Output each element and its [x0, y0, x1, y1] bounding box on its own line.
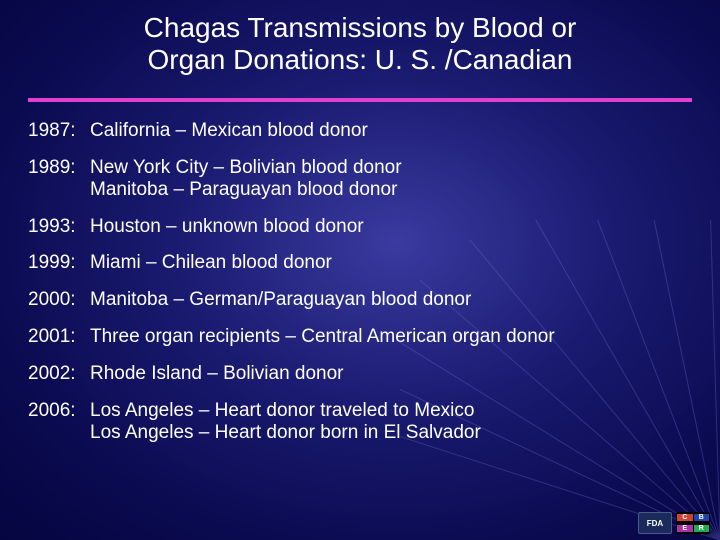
entry-description: Houston – unknown blood donor [90, 216, 692, 238]
entry-row: 2001:Three organ recipients – Central Am… [28, 326, 692, 348]
entry-description: Manitoba – German/Paraguayan blood donor [90, 289, 692, 311]
entry-row: 2000:Manitoba – German/Paraguayan blood … [28, 289, 692, 311]
entry-year: 1999: [28, 252, 90, 274]
entry-year: 2002: [28, 363, 90, 385]
entry-row: 1999:Miami – Chilean blood donor [28, 252, 692, 274]
entry-description: Miami – Chilean blood donor [90, 252, 692, 274]
entry-description: Los Angeles – Heart donor traveled to Me… [90, 400, 692, 444]
title-line-2: Organ Donations: U. S. /Canadian [148, 44, 573, 75]
content-list: 1987:California – Mexican blood donor198… [28, 120, 692, 458]
entry-row: 2002:Rhode Island – Bolivian donor [28, 363, 692, 385]
title-divider [28, 98, 692, 102]
entry-row: 1987:California – Mexican blood donor [28, 120, 692, 142]
cber-logo: C B E R [676, 512, 710, 534]
entry-year: 2001: [28, 326, 90, 348]
entry-description: California – Mexican blood donor [90, 120, 692, 142]
slide-title: Chagas Transmissions by Blood or Organ D… [0, 0, 720, 76]
entry-year: 2000: [28, 289, 90, 311]
entry-row: 1993:Houston – unknown blood donor [28, 216, 692, 238]
title-line-1: Chagas Transmissions by Blood or [144, 12, 577, 43]
entry-description: Three organ recipients – Central America… [90, 326, 692, 348]
entry-year: 2006: [28, 400, 90, 422]
entry-year: 1993: [28, 216, 90, 238]
footer-logos: FDA C B E R [638, 512, 710, 534]
entry-year: 1989: [28, 157, 90, 179]
entry-row: 1989:New York City – Bolivian blood dono… [28, 157, 692, 201]
entry-description: New York City – Bolivian blood donorMani… [90, 157, 692, 201]
slide: Chagas Transmissions by Blood or Organ D… [0, 0, 720, 540]
fda-logo: FDA [638, 512, 672, 534]
entry-row: 2006:Los Angeles – Heart donor traveled … [28, 400, 692, 444]
entry-year: 1987: [28, 120, 90, 142]
entry-description: Rhode Island – Bolivian donor [90, 363, 692, 385]
